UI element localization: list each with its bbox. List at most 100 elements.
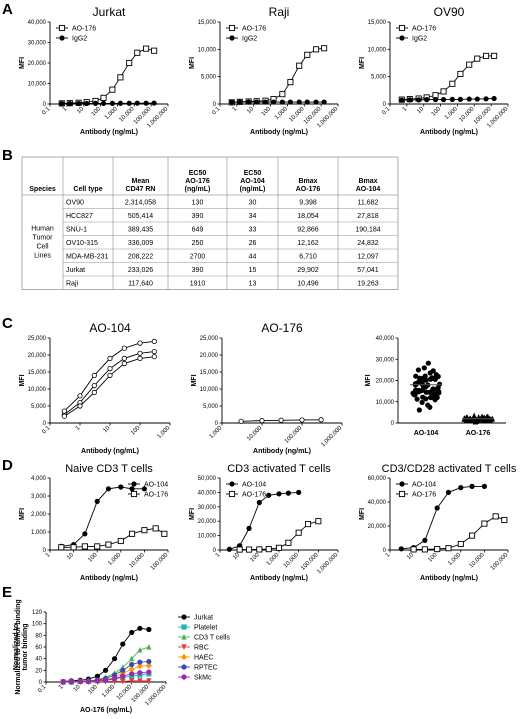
- series-line: [61, 527, 165, 548]
- y-tick-label: 0: [43, 421, 47, 427]
- y-tick-label: 3,000: [31, 494, 47, 500]
- y-tick-label: 0: [383, 102, 387, 108]
- table-cell: 12,097: [357, 254, 379, 261]
- data-point: [134, 100, 140, 106]
- data-point: [265, 546, 272, 553]
- data-point: [399, 97, 405, 103]
- y-tick-label: 20,000: [200, 353, 219, 359]
- legend-marker: [181, 644, 187, 651]
- legend-label: SkMc: [194, 675, 212, 682]
- data-point: [151, 100, 157, 106]
- data-point: [143, 100, 149, 106]
- data-point: [279, 99, 285, 105]
- data-point: [68, 679, 74, 685]
- data-point: [285, 539, 292, 546]
- table-cell: OV90: [66, 200, 84, 207]
- data-point: [425, 360, 431, 366]
- data-point: [445, 545, 452, 552]
- y-tick-label: 15,000: [28, 370, 47, 376]
- legend-label: AO-176: [144, 492, 168, 499]
- chart-title: Raji: [269, 5, 290, 19]
- data-point: [59, 100, 65, 107]
- data-point: [146, 669, 152, 675]
- data-point: [466, 96, 472, 102]
- data-point: [103, 667, 109, 673]
- data-point: [109, 100, 115, 106]
- x-axis-label: Antibody (ng/mL): [250, 129, 308, 136]
- data-point: [91, 372, 97, 378]
- x-tick-label: 1,000: [447, 552, 462, 567]
- data-point: [411, 392, 417, 398]
- data-point: [134, 49, 141, 56]
- data-point: [474, 96, 480, 102]
- legend-marker: [131, 481, 137, 487]
- x-axis-label: AO-176 (ng/mL): [80, 707, 132, 714]
- data-point: [111, 675, 118, 682]
- legend-marker: [229, 35, 235, 41]
- x-tick-label: 100,000: [284, 425, 304, 445]
- legend-marker: [228, 490, 236, 498]
- chart-title: AO-176: [261, 321, 303, 335]
- data-point: [420, 375, 426, 381]
- series-line: [401, 55, 495, 101]
- data-point: [120, 678, 126, 685]
- data-point: [481, 520, 488, 527]
- legend-label: Jurkat: [194, 615, 213, 622]
- y-axis-label: Normalized to tumor binding: [15, 599, 22, 694]
- panel-d-chart-3: 0 20,000 40,000 60,000 1 10 100 1,000 10,000 100,…: [359, 463, 517, 582]
- y-tick-label: 80: [35, 633, 42, 639]
- data-point: [421, 365, 427, 371]
- data-point: [422, 537, 428, 544]
- x-tick-label: 1,000,000: [320, 425, 344, 449]
- y-tick-label: 0: [43, 548, 47, 554]
- x-tick-label: 100: [88, 684, 100, 696]
- data-point: [287, 79, 294, 86]
- data-point: [137, 350, 143, 356]
- data-point: [121, 360, 127, 367]
- legend-marker: [398, 24, 406, 32]
- species-label: Tumor: [33, 234, 54, 241]
- y-tick-label: 25,000: [200, 336, 219, 342]
- panel-letter-c: C: [2, 315, 13, 332]
- chart-title: CD3 activated T cells: [227, 463, 331, 475]
- table-cell: 27,818: [357, 213, 379, 220]
- x-axis-label: Antibody (ng/mL): [420, 575, 478, 582]
- data-point: [146, 678, 152, 684]
- data-point: [77, 403, 83, 409]
- data-point: [94, 673, 101, 679]
- y-axis-label: MFI: [189, 508, 196, 520]
- y-axis-label: MFI: [359, 508, 366, 520]
- data-point: [129, 671, 135, 677]
- data-point: [126, 59, 133, 67]
- data-point: [419, 399, 425, 406]
- data-point: [91, 382, 97, 389]
- data-point: [121, 345, 127, 351]
- table-cell: 130: [192, 200, 204, 207]
- data-point: [107, 355, 113, 361]
- data-point: [321, 99, 327, 105]
- data-point: [58, 544, 65, 551]
- panel-letter-b: B: [2, 147, 13, 164]
- y-tick-label: 25,000: [28, 336, 47, 342]
- chart-title: Naive CD3 T cells: [65, 463, 153, 475]
- x-axis-label: Antibody (ng/mL): [420, 129, 478, 136]
- x-tick-label: 100,000: [150, 552, 170, 572]
- data-point: [413, 373, 419, 379]
- legend-label: HAEC: [194, 655, 213, 662]
- data-point: [70, 544, 77, 551]
- legend-marker: [181, 664, 187, 670]
- legend-label: Platelet: [194, 625, 217, 632]
- x-axis-label: Antibody (ng/mL): [250, 575, 308, 582]
- table-cell: 18,054: [297, 213, 319, 220]
- data-point: [146, 643, 152, 650]
- data-point: [449, 80, 456, 87]
- data-point: [466, 61, 473, 68]
- panel-c-chart-3: 0 10,000 20,000 30,000 40,000 MFI AO-104 AO-176: [365, 336, 506, 437]
- legend-marker: [398, 490, 406, 498]
- y-tick-label: 120: [32, 610, 43, 616]
- legend-label: AO-176: [412, 492, 436, 499]
- y-tick-label: 60: [35, 645, 42, 651]
- data-point: [440, 97, 447, 103]
- y-axis-label: MFI: [19, 57, 26, 69]
- x-tick-label: 100: [431, 106, 443, 118]
